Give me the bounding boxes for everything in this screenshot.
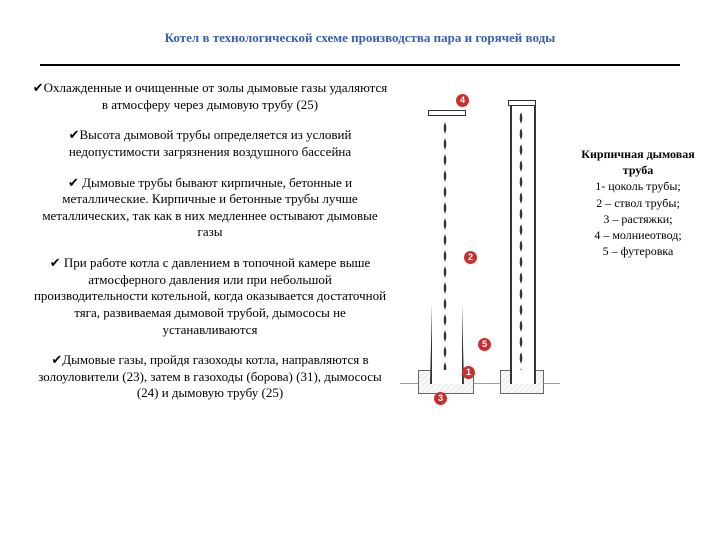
caption-line: 3 – растяжки; <box>568 211 708 227</box>
caption-line: 1- цоколь трубы; <box>568 178 708 194</box>
callout-marker: 4 <box>456 94 469 107</box>
callout-marker: 5 <box>478 338 491 351</box>
bullet-item: ✔ При работе котла с давлением в топочно… <box>30 255 390 338</box>
bullet-item: ✔ Дымовые трубы бывают кирпичные, бетонн… <box>30 175 390 242</box>
ladder-right <box>519 110 523 370</box>
caption-title: Кирпичная дымовая труба <box>568 146 708 178</box>
callout-marker: 1 <box>462 366 475 379</box>
bullet-item: ✔Дымовые газы, пройдя газоходы котла, на… <box>30 352 390 402</box>
bullet-item: ✔Высота дымовой трубы определяется из ус… <box>30 127 390 160</box>
cap-left <box>428 110 466 116</box>
callout-marker: 3 <box>434 392 447 405</box>
cap-right <box>508 100 536 106</box>
bullet-item: ✔Охлажденные и очищенные от золы дымовые… <box>30 80 390 113</box>
tower-metal <box>510 102 536 384</box>
caption-line: 4 – молниеотвод; <box>568 227 708 243</box>
bullet-list: ✔Охлажденные и очищенные от золы дымовые… <box>30 80 390 416</box>
caption-line: 5 – футеровка <box>568 243 708 259</box>
page-title: Котел в технологической схеме производст… <box>0 0 720 64</box>
right-column: 4 2 5 1 3 Кирпичная дымовая труба 1- цоколь … <box>400 80 708 416</box>
caption-lines: 1- цоколь трубы;2 – ствол трубы;3 – раст… <box>568 178 708 259</box>
chimney-diagram: 4 2 5 1 3 <box>400 86 560 406</box>
diagram-caption: Кирпичная дымовая труба 1- цоколь трубы;… <box>568 86 708 259</box>
caption-line: 2 – ствол трубы; <box>568 195 708 211</box>
content-columns: ✔Охлажденные и очищенные от золы дымовые… <box>0 80 720 416</box>
divider <box>40 64 680 66</box>
tower-brick <box>430 112 464 384</box>
callout-marker: 2 <box>464 251 477 264</box>
ladder-left <box>443 120 447 370</box>
